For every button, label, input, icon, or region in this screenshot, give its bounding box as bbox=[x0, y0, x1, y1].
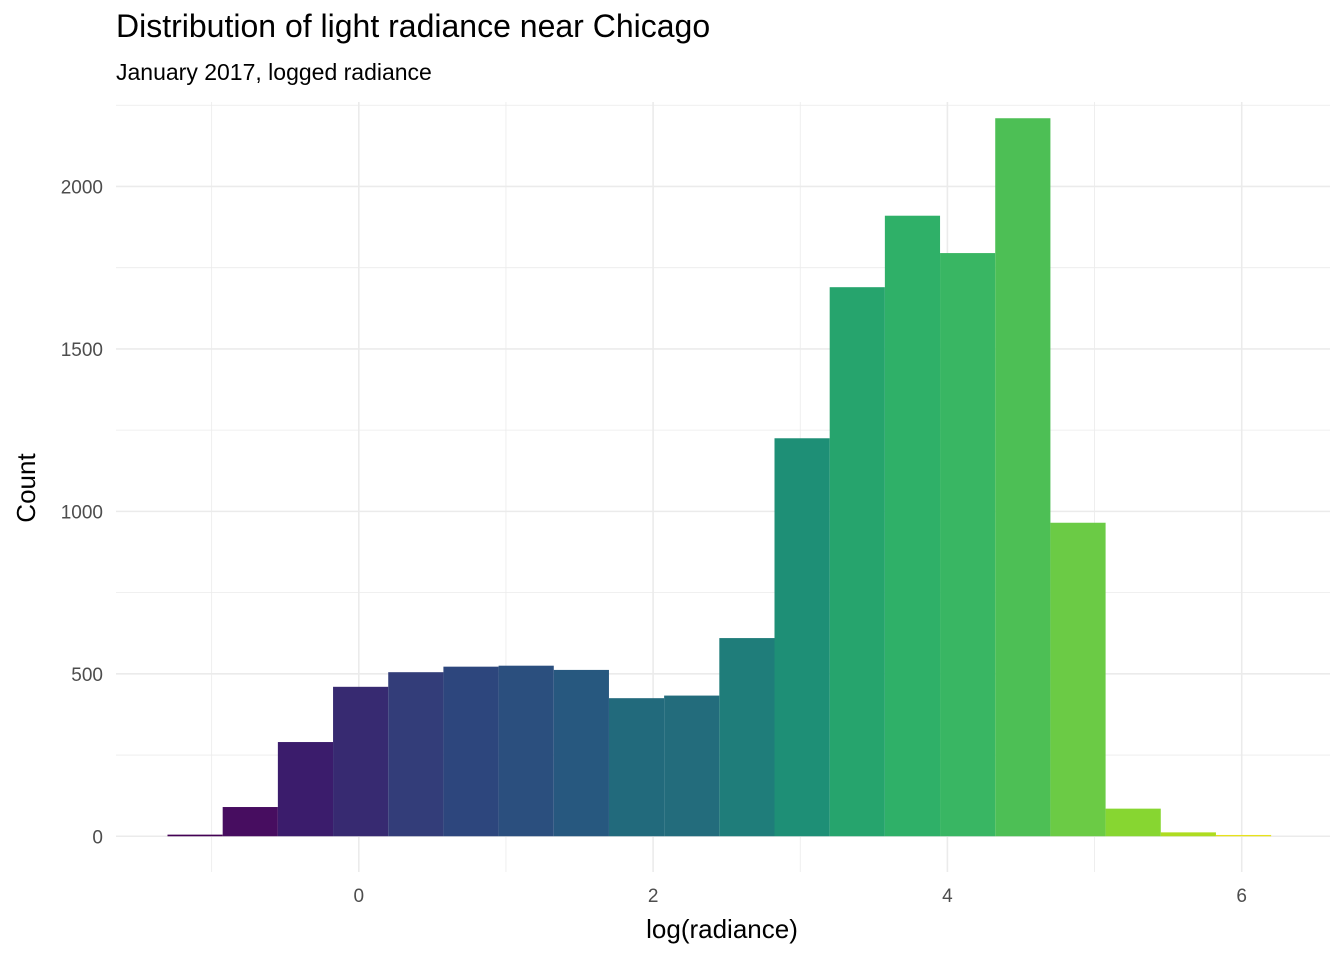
y-tick-label: 1500 bbox=[61, 340, 103, 361]
histogram-bars bbox=[167, 118, 1272, 837]
histogram-bar bbox=[333, 686, 389, 837]
histogram-bar bbox=[1215, 834, 1272, 837]
histogram-bar bbox=[553, 669, 609, 837]
histogram-bar bbox=[884, 215, 941, 837]
histogram-bar bbox=[443, 666, 499, 837]
y-tick-label: 2000 bbox=[61, 177, 103, 198]
histogram-bar bbox=[1160, 832, 1216, 837]
y-tick-label: 500 bbox=[71, 665, 103, 686]
y-tick-label: 1000 bbox=[61, 502, 103, 523]
histogram-bar bbox=[1105, 808, 1161, 837]
histogram-bar bbox=[498, 665, 554, 837]
x-tick-label: 4 bbox=[942, 886, 953, 907]
x-tick-label: 0 bbox=[354, 886, 365, 907]
histogram-bar bbox=[608, 698, 665, 837]
x-tick-label: 6 bbox=[1236, 886, 1247, 907]
x-axis-ticks: 0 2 4 6 bbox=[354, 886, 1247, 907]
chart-subtitle: January 2017, logged radiance bbox=[116, 59, 432, 85]
histogram-bar bbox=[167, 834, 223, 837]
histogram-bar bbox=[1050, 522, 1106, 837]
y-axis-title: Count bbox=[11, 453, 41, 523]
histogram-bar bbox=[995, 118, 1051, 837]
y-tick-label: 0 bbox=[92, 827, 103, 848]
histogram-bar bbox=[719, 638, 775, 837]
histogram-bar bbox=[388, 672, 444, 837]
y-axis-ticks: 0 500 1000 1500 2000 bbox=[61, 177, 103, 848]
histogram-bar bbox=[664, 695, 720, 837]
chart-title: Distribution of light radiance near Chic… bbox=[116, 8, 711, 44]
histogram-bar bbox=[940, 253, 996, 837]
x-tick-label: 2 bbox=[648, 886, 659, 907]
histogram-bar bbox=[774, 438, 830, 837]
x-axis-title: log(radiance) bbox=[646, 914, 798, 944]
histogram-bar bbox=[222, 807, 278, 837]
histogram-bar bbox=[277, 742, 334, 837]
histogram-bar bbox=[829, 287, 885, 837]
